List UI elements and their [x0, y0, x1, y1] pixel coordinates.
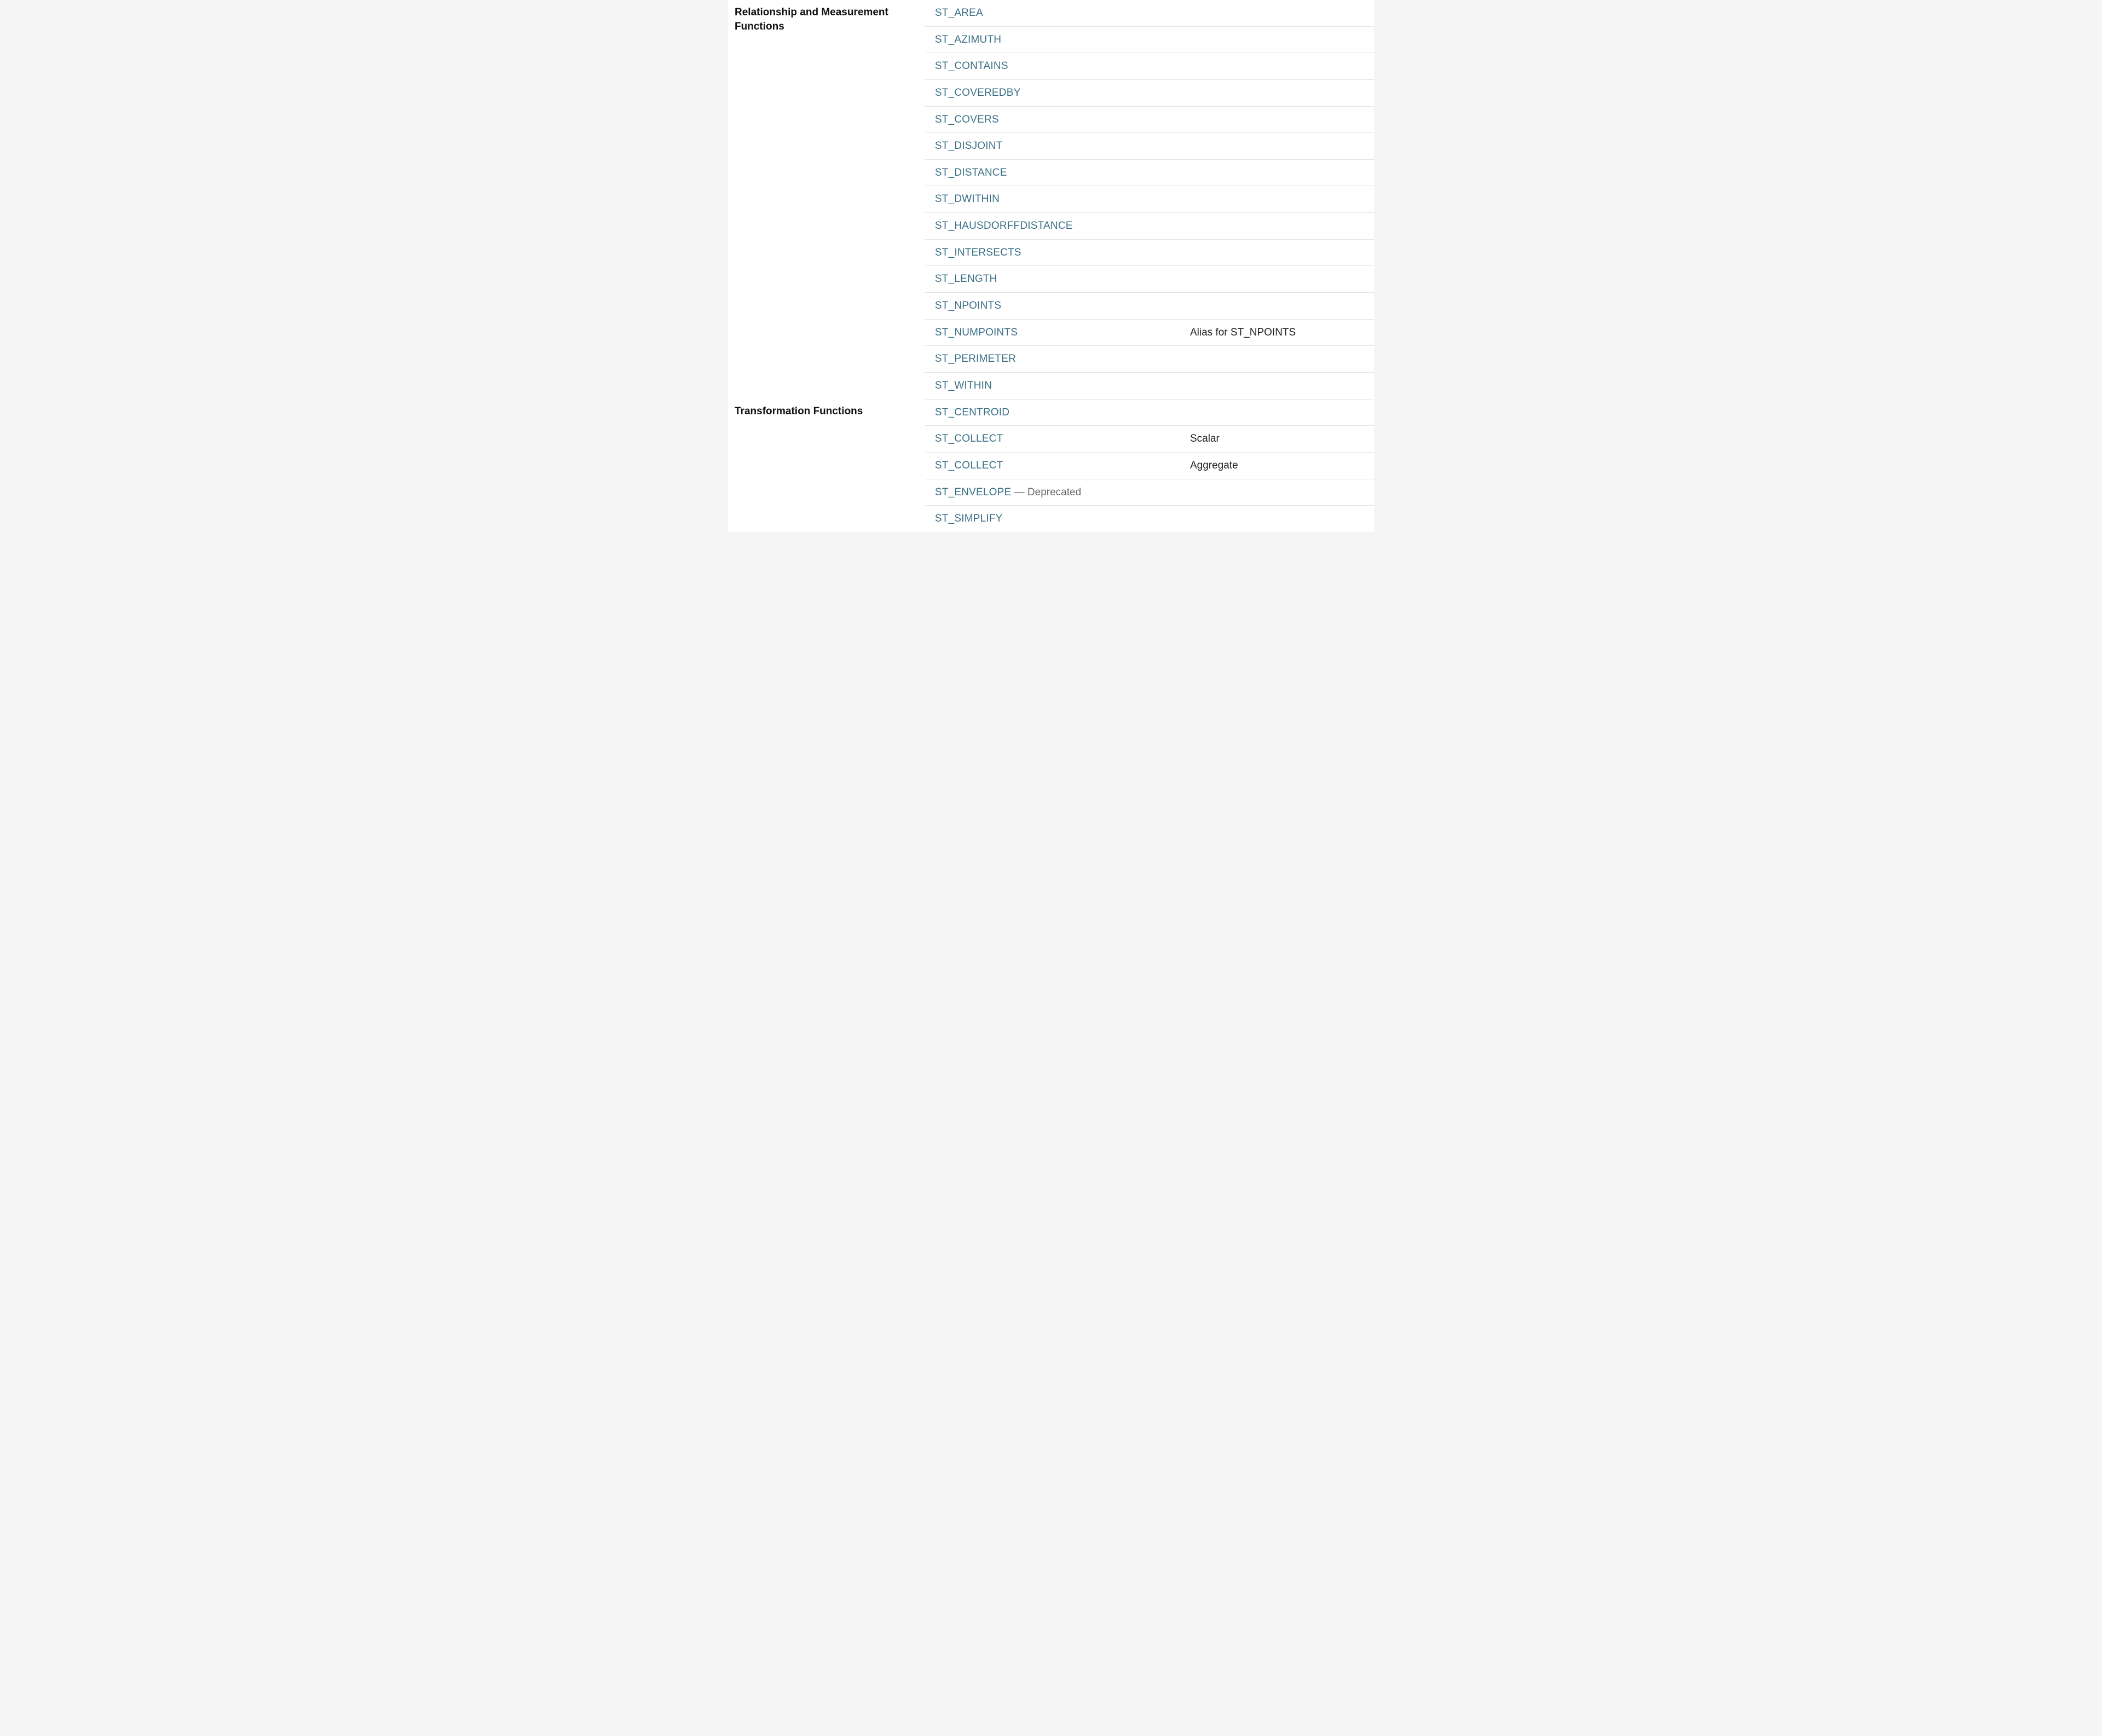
- functions-tbody: Relationship and Measurement Functions ST…: [728, 0, 1374, 532]
- function-cell: ST_LENGTH: [925, 266, 1180, 293]
- function-cell: ST_CONTAINS: [925, 53, 1180, 80]
- function-note: [1180, 79, 1374, 106]
- function-note: [1180, 372, 1374, 399]
- function-link[interactable]: ST_DWITHIN: [935, 193, 1000, 205]
- function-cell: ST_CENTROID: [925, 399, 1180, 426]
- function-note: Aggregate: [1180, 452, 1374, 479]
- function-cell: ST_DISJOINT: [925, 133, 1180, 160]
- function-link[interactable]: ST_DISJOINT: [935, 140, 1003, 152]
- function-link[interactable]: ST_AZIMUTH: [935, 34, 1001, 45]
- function-link[interactable]: ST_NUMPOINTS: [935, 327, 1018, 338]
- function-suffix: — Deprecated: [1011, 487, 1081, 498]
- function-link[interactable]: ST_DISTANCE: [935, 167, 1007, 178]
- table-row: Transformation FunctionsST_CENTROID: [728, 399, 1374, 426]
- function-cell: ST_COLLECT: [925, 426, 1180, 453]
- function-note: Alias for ST_NPOINTS: [1180, 319, 1374, 346]
- function-note: [1180, 186, 1374, 213]
- function-link[interactable]: ST_COVEREDBY: [935, 87, 1021, 99]
- function-note: [1180, 399, 1374, 426]
- function-cell: ST_COLLECT: [925, 452, 1180, 479]
- function-note: [1180, 53, 1374, 80]
- function-cell: ST_AZIMUTH: [925, 26, 1180, 53]
- functions-table: Relationship and Measurement Functions ST…: [728, 0, 1374, 532]
- function-cell: ST_ENVELOPE — Deprecated: [925, 479, 1180, 506]
- category-title: Relationship and Measurement Functions: [728, 0, 925, 399]
- function-link[interactable]: ST_PERIMETER: [935, 353, 1016, 364]
- function-cell: ST_PERIMETER: [925, 346, 1180, 373]
- function-note: Scalar: [1180, 426, 1374, 453]
- function-cell: ST_DISTANCE: [925, 159, 1180, 186]
- function-link[interactable]: ST_COLLECT: [935, 460, 1003, 471]
- note-text: Alias for ST_NPOINTS: [1190, 327, 1296, 338]
- function-link[interactable]: ST_WITHIN: [935, 380, 992, 391]
- function-link[interactable]: ST_INTERSECTS: [935, 247, 1021, 258]
- function-cell: ST_SIMPLIFY: [925, 506, 1180, 532]
- note-text: Aggregate: [1190, 460, 1238, 471]
- function-note: [1180, 133, 1374, 160]
- function-note: [1180, 506, 1374, 532]
- function-link[interactable]: ST_HAUSDORFFDISTANCE: [935, 220, 1073, 232]
- function-cell: ST_COVERS: [925, 106, 1180, 133]
- function-cell: ST_NUMPOINTS: [925, 319, 1180, 346]
- function-link[interactable]: ST_LENGTH: [935, 273, 997, 285]
- page-wrap: Relationship and Measurement Functions ST…: [721, 0, 1381, 554]
- table-row: Relationship and Measurement FunctionsST…: [728, 0, 1374, 26]
- function-note: [1180, 293, 1374, 320]
- functions-panel: Relationship and Measurement Functions ST…: [728, 0, 1374, 532]
- function-note: [1180, 0, 1374, 26]
- function-note: [1180, 479, 1374, 506]
- category-title: Transformation Functions: [728, 399, 925, 532]
- function-note: [1180, 159, 1374, 186]
- function-cell: ST_NPOINTS: [925, 293, 1180, 320]
- function-link[interactable]: ST_COVERS: [935, 114, 999, 125]
- function-link[interactable]: ST_SIMPLIFY: [935, 513, 1003, 524]
- function-link[interactable]: ST_NPOINTS: [935, 300, 1001, 311]
- function-cell: ST_WITHIN: [925, 372, 1180, 399]
- function-link[interactable]: ST_CONTAINS: [935, 60, 1008, 72]
- function-cell: ST_HAUSDORFFDISTANCE: [925, 213, 1180, 240]
- function-cell: ST_AREA: [925, 0, 1180, 26]
- note-text: Scalar: [1190, 433, 1220, 444]
- function-cell: ST_INTERSECTS: [925, 239, 1180, 266]
- function-cell: ST_COVEREDBY: [925, 79, 1180, 106]
- function-link[interactable]: ST_COLLECT: [935, 433, 1003, 444]
- function-note: [1180, 106, 1374, 133]
- function-cell: ST_DWITHIN: [925, 186, 1180, 213]
- function-note: [1180, 346, 1374, 373]
- function-note: [1180, 213, 1374, 240]
- function-link[interactable]: ST_CENTROID: [935, 407, 1009, 418]
- function-note: [1180, 26, 1374, 53]
- function-note: [1180, 266, 1374, 293]
- function-link[interactable]: ST_ENVELOPE: [935, 487, 1011, 498]
- function-note: [1180, 239, 1374, 266]
- function-link[interactable]: ST_AREA: [935, 7, 983, 19]
